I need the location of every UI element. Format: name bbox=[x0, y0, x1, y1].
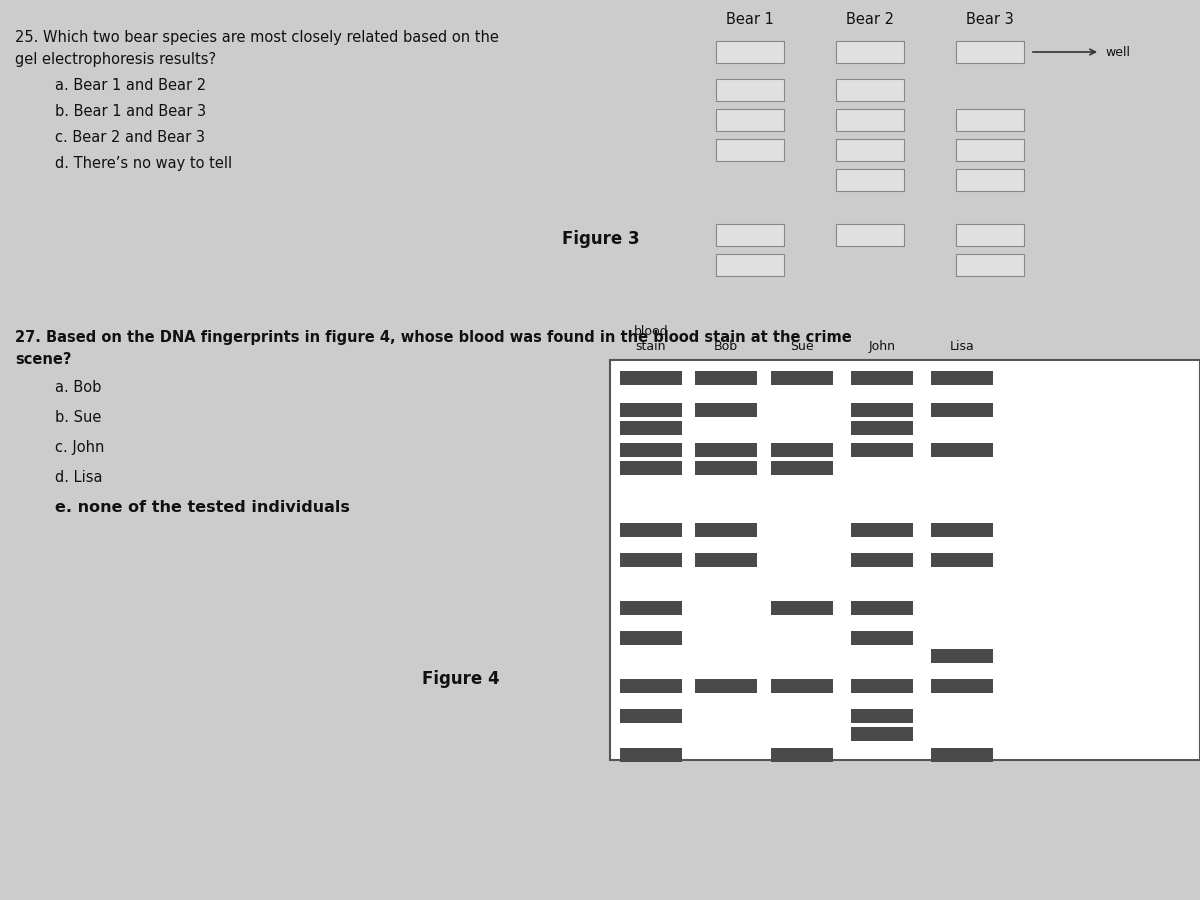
Bar bbox=[620, 709, 682, 723]
Text: Bear 1: Bear 1 bbox=[726, 12, 774, 27]
Bar bbox=[956, 41, 1024, 63]
Bar bbox=[620, 461, 682, 475]
Text: d. There’s no way to tell: d. There’s no way to tell bbox=[55, 156, 232, 171]
Bar bbox=[851, 709, 913, 723]
Text: well: well bbox=[1105, 46, 1130, 58]
Bar bbox=[620, 748, 682, 762]
Bar bbox=[836, 139, 904, 161]
Bar bbox=[695, 371, 757, 385]
Bar bbox=[851, 421, 913, 435]
Text: Sue: Sue bbox=[790, 340, 814, 353]
Bar bbox=[716, 224, 784, 246]
Bar bbox=[620, 421, 682, 435]
Bar bbox=[851, 371, 913, 385]
Bar bbox=[610, 360, 1200, 760]
Text: Bob: Bob bbox=[714, 340, 738, 353]
Bar bbox=[620, 631, 682, 645]
Bar bbox=[716, 79, 784, 101]
Bar bbox=[851, 403, 913, 417]
Bar bbox=[931, 443, 994, 457]
Bar bbox=[716, 41, 784, 63]
Bar bbox=[695, 403, 757, 417]
Bar bbox=[716, 109, 784, 131]
Text: gel electrophoresis results?: gel electrophoresis results? bbox=[14, 52, 216, 67]
Bar bbox=[851, 553, 913, 567]
Bar bbox=[772, 748, 833, 762]
Bar bbox=[851, 523, 913, 537]
Bar bbox=[931, 553, 994, 567]
Bar bbox=[772, 461, 833, 475]
Bar bbox=[772, 679, 833, 693]
Bar bbox=[836, 169, 904, 191]
Bar bbox=[931, 748, 994, 762]
Text: Figure 4: Figure 4 bbox=[422, 670, 500, 688]
Bar bbox=[836, 224, 904, 246]
Text: b. Bear 1 and Bear 3: b. Bear 1 and Bear 3 bbox=[55, 104, 206, 119]
Bar bbox=[931, 523, 994, 537]
Bar bbox=[851, 631, 913, 645]
Bar bbox=[772, 371, 833, 385]
Bar bbox=[695, 443, 757, 457]
Bar bbox=[620, 601, 682, 615]
Text: a. Bear 1 and Bear 2: a. Bear 1 and Bear 2 bbox=[55, 78, 206, 93]
Bar bbox=[851, 679, 913, 693]
Text: 27. Based on the DNA fingerprints in figure 4, whose blood was found in the bloo: 27. Based on the DNA fingerprints in fig… bbox=[14, 330, 852, 345]
Text: Bear 3: Bear 3 bbox=[966, 12, 1014, 27]
Text: 25. Which two bear species are most closely related based on the: 25. Which two bear species are most clos… bbox=[14, 30, 499, 45]
Bar bbox=[956, 169, 1024, 191]
Bar bbox=[956, 254, 1024, 276]
Bar bbox=[931, 649, 994, 663]
Text: c. John: c. John bbox=[55, 440, 104, 455]
Bar bbox=[931, 403, 994, 417]
Text: a. Bob: a. Bob bbox=[55, 380, 101, 395]
Bar bbox=[695, 461, 757, 475]
Text: scene?: scene? bbox=[14, 352, 72, 367]
Text: c. Bear 2 and Bear 3: c. Bear 2 and Bear 3 bbox=[55, 130, 205, 145]
Bar bbox=[851, 727, 913, 741]
Bar bbox=[956, 224, 1024, 246]
Bar bbox=[851, 443, 913, 457]
Bar bbox=[956, 139, 1024, 161]
Bar bbox=[772, 443, 833, 457]
Text: e. none of the tested individuals: e. none of the tested individuals bbox=[55, 500, 350, 515]
Text: John: John bbox=[869, 340, 895, 353]
Bar bbox=[931, 679, 994, 693]
Bar bbox=[836, 109, 904, 131]
Bar bbox=[851, 601, 913, 615]
Bar bbox=[716, 254, 784, 276]
Bar bbox=[772, 601, 833, 615]
Bar bbox=[620, 371, 682, 385]
Bar bbox=[620, 679, 682, 693]
Bar bbox=[931, 371, 994, 385]
Bar bbox=[836, 79, 904, 101]
Text: Bear 2: Bear 2 bbox=[846, 12, 894, 27]
Bar bbox=[620, 553, 682, 567]
Bar bbox=[620, 443, 682, 457]
Bar bbox=[716, 139, 784, 161]
Bar bbox=[695, 679, 757, 693]
Text: b. Sue: b. Sue bbox=[55, 410, 101, 425]
Bar bbox=[836, 41, 904, 63]
Text: Figure 3: Figure 3 bbox=[563, 230, 640, 248]
Bar bbox=[620, 523, 682, 537]
Text: blood
stain: blood stain bbox=[634, 325, 668, 353]
Bar bbox=[695, 523, 757, 537]
Text: Lisa: Lisa bbox=[949, 340, 974, 353]
Text: d. Lisa: d. Lisa bbox=[55, 470, 102, 485]
Bar bbox=[695, 553, 757, 567]
Bar bbox=[620, 403, 682, 417]
Bar bbox=[956, 109, 1024, 131]
